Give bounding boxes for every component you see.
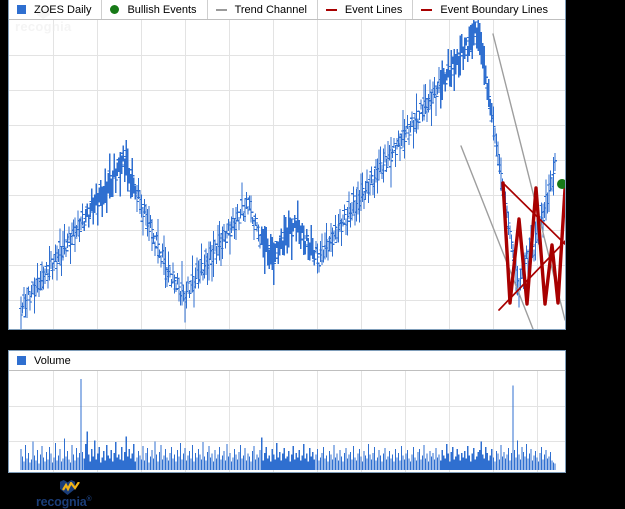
square-icon	[17, 5, 26, 14]
legend-label: Volume	[34, 354, 71, 367]
legend-item-trend-channel[interactable]: Trend Channel	[208, 0, 318, 19]
bullish-event-marker[interactable]	[557, 179, 565, 189]
line-icon	[215, 8, 227, 11]
logo-mark-icon	[60, 480, 80, 495]
volume-series-layer	[20, 378, 556, 471]
square-icon	[17, 356, 26, 365]
event-lines	[501, 181, 565, 306]
trend-channel-lines	[460, 33, 565, 329]
volume-bars	[20, 378, 556, 471]
volume-chart-panel: Volume	[8, 350, 566, 473]
dot-icon	[110, 5, 120, 14]
legend-label: Event Lines	[344, 3, 403, 16]
legend-item-event-boundary-lines[interactable]: Event Boundary Lines	[413, 0, 558, 19]
price-chart-panel: ZOES Daily Bullish Events Trend Channel …	[8, 0, 566, 330]
zigzag-icon	[62, 482, 80, 492]
legend-label: ZOES Daily	[34, 3, 92, 16]
recognia-logo: recognia®	[36, 480, 110, 509]
volume-chart-legend: Volume	[9, 351, 565, 371]
logo-text: recognia®	[36, 495, 92, 509]
legend-item-bullish-events[interactable]: Bullish Events	[102, 0, 208, 19]
line-icon	[325, 8, 337, 11]
price-chart-legend: ZOES Daily Bullish Events Trend Channel …	[9, 0, 565, 20]
line-icon	[421, 8, 433, 11]
price-plot-area	[9, 20, 565, 329]
legend-item-volume[interactable]: Volume	[9, 351, 81, 370]
price-series-layer	[18, 20, 565, 329]
legend-label: Bullish Events	[127, 3, 197, 16]
legend-label: Event Boundary Lines	[440, 3, 549, 16]
legend-item-event-lines[interactable]: Event Lines	[318, 0, 414, 19]
legend-item-zoes-daily[interactable]: ZOES Daily	[9, 0, 103, 19]
volume-plot-area	[9, 371, 565, 472]
legend-label: Trend Channel	[234, 3, 307, 16]
ohlc-bars	[18, 20, 558, 329]
